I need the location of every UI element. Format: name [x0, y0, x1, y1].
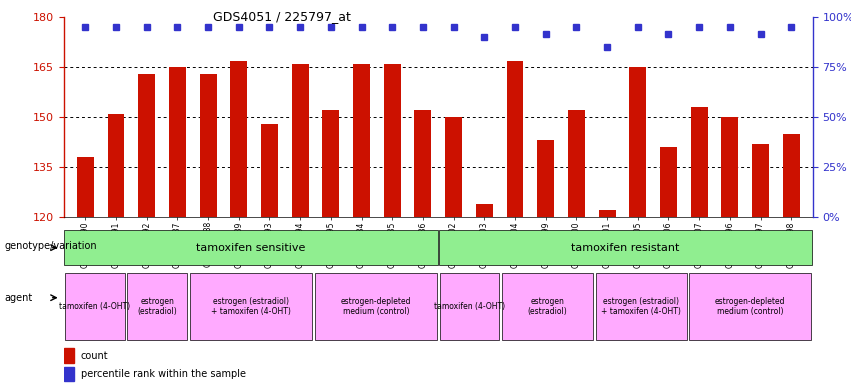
Bar: [77, 157, 94, 217]
Text: tamoxifen (4-OHT): tamoxifen (4-OHT): [434, 302, 505, 311]
Bar: [476, 204, 493, 217]
Bar: [292, 64, 309, 217]
Text: estrogen-depleted
medium (control): estrogen-depleted medium (control): [340, 296, 411, 316]
Bar: [190, 273, 312, 339]
Text: genotype/variation: genotype/variation: [4, 241, 97, 251]
Bar: [502, 273, 593, 339]
Text: tamoxifen (4-OHT): tamoxifen (4-OHT): [60, 302, 130, 311]
Text: estrogen (estradiol)
+ tamoxifen (4-OHT): estrogen (estradiol) + tamoxifen (4-OHT): [601, 296, 681, 316]
Bar: [439, 273, 500, 339]
Bar: [722, 117, 739, 217]
Text: estrogen
(estradiol): estrogen (estradiol): [528, 296, 568, 316]
Bar: [128, 273, 187, 339]
Bar: [660, 147, 677, 217]
Bar: [231, 61, 247, 217]
Bar: [200, 74, 216, 217]
Bar: [107, 114, 124, 217]
Text: percentile rank within the sample: percentile rank within the sample: [81, 369, 246, 379]
Bar: [315, 273, 437, 339]
Text: GDS4051 / 225797_at: GDS4051 / 225797_at: [213, 10, 351, 23]
Bar: [65, 273, 125, 339]
Bar: [414, 111, 431, 217]
Bar: [537, 141, 554, 217]
Bar: [783, 134, 800, 217]
Bar: [752, 144, 769, 217]
Text: tamoxifen sensitive: tamoxifen sensitive: [197, 243, 306, 253]
Bar: [689, 273, 812, 339]
Bar: [323, 111, 340, 217]
Text: agent: agent: [4, 293, 32, 303]
Text: tamoxifen resistant: tamoxifen resistant: [571, 243, 680, 253]
Text: estrogen (estradiol)
+ tamoxifen (4-OHT): estrogen (estradiol) + tamoxifen (4-OHT): [211, 296, 291, 316]
Bar: [596, 273, 687, 339]
Bar: [64, 367, 74, 381]
Text: estrogen-depleted
medium (control): estrogen-depleted medium (control): [715, 296, 785, 316]
Bar: [353, 64, 370, 217]
Bar: [169, 67, 186, 217]
Bar: [568, 111, 585, 217]
Bar: [598, 210, 615, 217]
Text: count: count: [81, 351, 108, 361]
Bar: [439, 230, 812, 265]
Bar: [630, 67, 646, 217]
Text: estrogen
(estradiol): estrogen (estradiol): [138, 296, 177, 316]
Bar: [691, 107, 707, 217]
Bar: [445, 117, 462, 217]
Bar: [138, 74, 155, 217]
Bar: [65, 230, 437, 265]
Bar: [384, 64, 401, 217]
Bar: [64, 348, 74, 363]
Bar: [261, 124, 278, 217]
Bar: [506, 61, 523, 217]
